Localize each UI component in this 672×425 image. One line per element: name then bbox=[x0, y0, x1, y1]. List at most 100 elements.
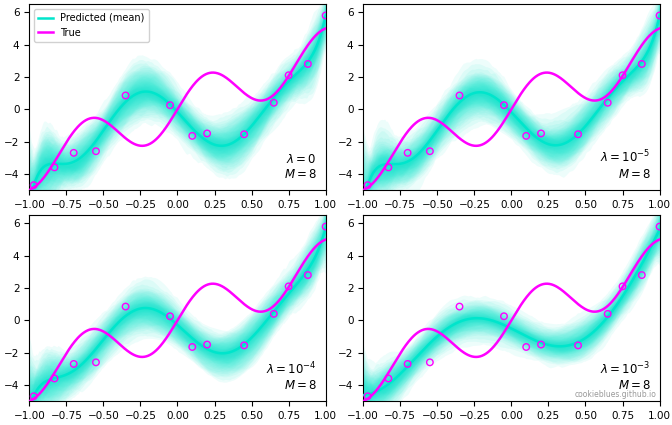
Predicted (mean) bbox=[202, 138, 210, 143]
Point bbox=[283, 72, 294, 79]
True bbox=[540, 70, 548, 75]
Predicted (mean) bbox=[359, 200, 367, 205]
Point bbox=[362, 393, 373, 400]
Point bbox=[28, 393, 39, 400]
Text: $\lambda = 10^{-5}$
$M = 8$: $\lambda = 10^{-5}$ $M = 8$ bbox=[600, 149, 650, 181]
True bbox=[275, 87, 283, 92]
Predicted (mean) bbox=[536, 137, 544, 142]
True bbox=[207, 281, 215, 286]
Point bbox=[202, 341, 212, 348]
True bbox=[202, 72, 210, 77]
Predicted (mean) bbox=[202, 346, 210, 351]
Point bbox=[383, 375, 394, 382]
Predicted (mean) bbox=[656, 14, 664, 19]
True bbox=[26, 187, 34, 192]
Predicted (mean) bbox=[207, 141, 215, 146]
Predicted (mean) bbox=[201, 345, 209, 350]
Point bbox=[655, 12, 665, 19]
True bbox=[201, 283, 209, 289]
True bbox=[360, 398, 368, 403]
Predicted (mean) bbox=[26, 405, 34, 410]
Point bbox=[521, 133, 532, 139]
Predicted (mean) bbox=[628, 279, 636, 284]
Point bbox=[268, 310, 279, 317]
Predicted (mean) bbox=[535, 339, 543, 344]
Point bbox=[636, 60, 647, 67]
Predicted (mean) bbox=[26, 196, 34, 201]
Line: True: True bbox=[30, 28, 326, 190]
Point bbox=[165, 313, 175, 320]
Predicted (mean) bbox=[294, 70, 302, 75]
True bbox=[359, 187, 367, 193]
Predicted (mean) bbox=[207, 348, 215, 353]
Text: $\lambda = 10^{-3}$
$M = 8$: $\lambda = 10^{-3}$ $M = 8$ bbox=[600, 360, 650, 392]
Text: cookieblues.github.io: cookieblues.github.io bbox=[575, 390, 657, 399]
Predicted (mean) bbox=[294, 280, 302, 285]
Point bbox=[283, 283, 294, 290]
Point bbox=[425, 359, 435, 366]
Point bbox=[573, 131, 583, 138]
Point bbox=[383, 164, 394, 171]
Line: True: True bbox=[363, 28, 660, 190]
True bbox=[536, 72, 544, 77]
Point bbox=[617, 283, 628, 290]
Point bbox=[321, 12, 331, 19]
Point bbox=[617, 72, 628, 79]
True bbox=[535, 283, 543, 289]
Point bbox=[239, 342, 249, 349]
True bbox=[535, 72, 543, 77]
Predicted (mean) bbox=[540, 341, 548, 346]
Point bbox=[536, 130, 546, 137]
True bbox=[609, 298, 617, 303]
Predicted (mean) bbox=[201, 137, 209, 142]
True bbox=[26, 399, 34, 404]
Line: True: True bbox=[363, 240, 660, 401]
Line: Predicted (mean): Predicted (mean) bbox=[30, 16, 326, 204]
True bbox=[26, 187, 34, 193]
Point bbox=[202, 130, 212, 137]
Point bbox=[268, 99, 279, 106]
True bbox=[26, 398, 34, 403]
Point bbox=[49, 164, 60, 171]
True bbox=[609, 87, 617, 92]
Predicted (mean) bbox=[536, 340, 544, 345]
Point bbox=[91, 359, 101, 366]
Point bbox=[69, 150, 79, 156]
Point bbox=[655, 223, 665, 230]
Predicted (mean) bbox=[609, 89, 617, 94]
True bbox=[656, 26, 664, 31]
True bbox=[201, 72, 209, 77]
Point bbox=[602, 310, 613, 317]
Predicted (mean) bbox=[322, 226, 330, 231]
Point bbox=[636, 272, 647, 278]
Point bbox=[302, 60, 313, 67]
True bbox=[294, 269, 302, 275]
Point bbox=[536, 341, 546, 348]
Line: Predicted (mean): Predicted (mean) bbox=[363, 16, 660, 203]
Line: True: True bbox=[30, 240, 326, 401]
Point bbox=[521, 343, 532, 350]
Point bbox=[499, 102, 509, 108]
Predicted (mean) bbox=[322, 13, 330, 18]
True bbox=[360, 187, 368, 192]
Point bbox=[28, 182, 39, 189]
Point bbox=[49, 375, 60, 382]
Predicted (mean) bbox=[609, 307, 617, 312]
Legend: Predicted (mean), True: Predicted (mean), True bbox=[34, 9, 149, 42]
Text: $\lambda = 0$
$M = 8$: $\lambda = 0$ $M = 8$ bbox=[284, 153, 317, 181]
True bbox=[359, 399, 367, 404]
Predicted (mean) bbox=[535, 136, 543, 142]
True bbox=[202, 283, 210, 288]
Predicted (mean) bbox=[360, 392, 368, 397]
Point bbox=[403, 150, 413, 156]
Predicted (mean) bbox=[628, 70, 636, 75]
True bbox=[656, 237, 664, 242]
Point bbox=[573, 342, 583, 349]
Predicted (mean) bbox=[360, 196, 368, 201]
Predicted (mean) bbox=[275, 89, 283, 94]
Predicted (mean) bbox=[540, 140, 548, 145]
Point bbox=[403, 360, 413, 367]
Point bbox=[91, 148, 101, 155]
Point bbox=[302, 272, 313, 278]
True bbox=[275, 298, 283, 303]
